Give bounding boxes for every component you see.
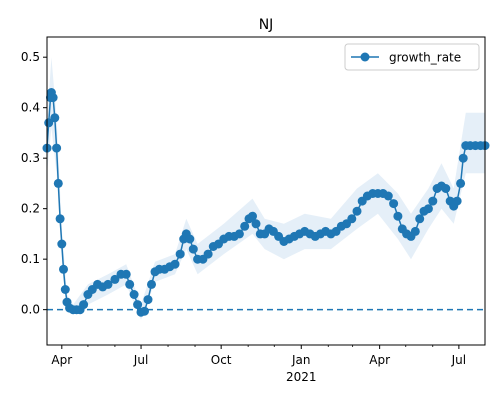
data-point bbox=[240, 221, 250, 231]
data-point bbox=[50, 113, 60, 123]
legend-box bbox=[344, 43, 480, 71]
y-tick-label: 0.4 bbox=[21, 101, 40, 115]
legend-dot-marker bbox=[360, 52, 370, 62]
data-point bbox=[234, 229, 244, 239]
data-point bbox=[59, 264, 68, 274]
data-point bbox=[441, 184, 451, 193]
x-tick-label: Oct bbox=[211, 353, 232, 367]
plot-area bbox=[42, 57, 490, 320]
data-point bbox=[57, 239, 67, 249]
data-point bbox=[48, 93, 58, 103]
chart-title: NJ bbox=[259, 17, 274, 33]
legend: growth_rate bbox=[344, 43, 480, 71]
data-point bbox=[140, 306, 149, 316]
data-point bbox=[458, 153, 468, 163]
growth-rate-points bbox=[42, 88, 490, 317]
data-point bbox=[185, 234, 195, 244]
axes-frame bbox=[46, 36, 486, 346]
data-point bbox=[52, 143, 62, 153]
data-point bbox=[188, 244, 198, 254]
data-point bbox=[203, 249, 213, 259]
data-point bbox=[248, 211, 257, 221]
data-point bbox=[410, 226, 420, 236]
data-point bbox=[251, 219, 261, 229]
y-tick-label: 0.3 bbox=[21, 151, 40, 165]
data-point bbox=[60, 285, 70, 294]
y-tick-label: 0.0 bbox=[21, 303, 40, 317]
data-point bbox=[79, 300, 89, 310]
data-point bbox=[133, 300, 143, 310]
data-point bbox=[143, 295, 153, 305]
x-tick-label: Jul bbox=[133, 353, 148, 367]
data-point bbox=[55, 214, 65, 224]
data-point bbox=[103, 279, 113, 289]
data-point bbox=[125, 279, 135, 289]
data-point bbox=[452, 196, 462, 206]
data-point bbox=[53, 178, 63, 188]
x-axis: Apr Jul Oct Jan Apr Jul 2021 bbox=[51, 345, 466, 384]
data-point bbox=[129, 290, 139, 299]
y-axis: 0.0 0.1 0.2 0.3 0.4 0.5 bbox=[21, 50, 47, 317]
data-point bbox=[147, 279, 156, 289]
data-point bbox=[383, 191, 393, 201]
data-point bbox=[428, 196, 438, 206]
y-tick-label: 0.5 bbox=[21, 50, 40, 64]
data-point bbox=[170, 259, 180, 269]
x-year-label: 2021 bbox=[286, 370, 317, 384]
y-tick-label: 0.2 bbox=[21, 202, 40, 216]
data-point bbox=[175, 249, 185, 259]
legend-label-growth-rate: growth_rate bbox=[389, 51, 461, 65]
data-point bbox=[110, 274, 120, 284]
data-point bbox=[44, 118, 54, 128]
x-tick-label: Jul bbox=[451, 353, 466, 367]
x-tick-label: Jan bbox=[291, 353, 311, 367]
data-point bbox=[347, 214, 357, 224]
data-point bbox=[393, 211, 403, 221]
data-point bbox=[415, 214, 425, 224]
data-point bbox=[121, 269, 131, 279]
x-tick-label: Apr bbox=[369, 353, 390, 367]
data-point bbox=[352, 206, 362, 216]
data-point bbox=[423, 204, 433, 214]
x-tick-label: Apr bbox=[51, 353, 72, 367]
data-point bbox=[456, 178, 466, 188]
data-point bbox=[389, 199, 399, 209]
y-tick-label: 0.1 bbox=[21, 252, 40, 266]
